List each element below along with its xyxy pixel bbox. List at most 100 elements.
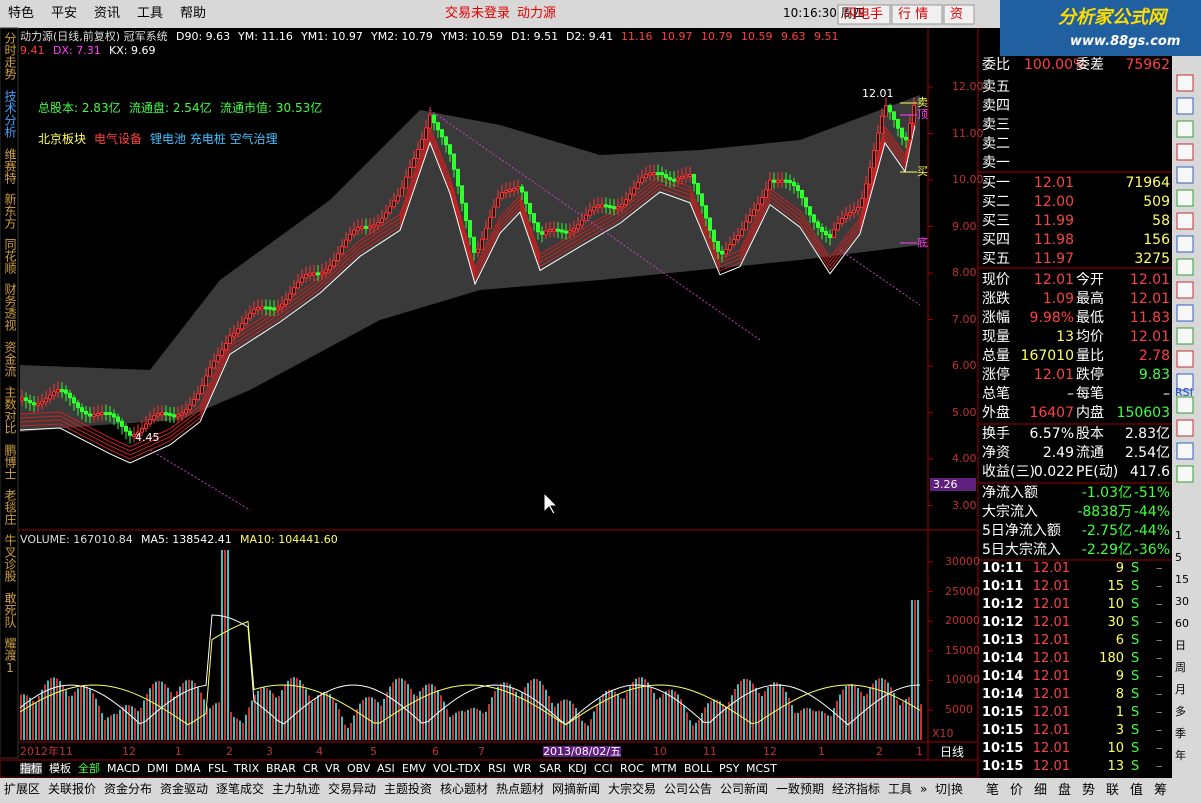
bottom-tab[interactable]: 主力轨迹 (272, 782, 321, 796)
indicator-tab[interactable]: MCST (746, 762, 777, 775)
bottom-tab[interactable]: 网摘新闻 (552, 782, 601, 796)
bottom-tab[interactable]: 核心题材 (440, 782, 489, 796)
indicator-tab[interactable]: MTM (651, 762, 677, 775)
panel-tab[interactable]: 值 (1130, 783, 1144, 798)
menu-item[interactable]: 特色 (8, 6, 35, 21)
side-tab[interactable]: 技术分析 (3, 90, 17, 138)
side-tab[interactable]: 维赛特 (3, 148, 17, 184)
candle-body (756, 203, 760, 211)
panel-tab[interactable]: 笔 (986, 783, 1000, 798)
volume-bar (356, 708, 358, 740)
indicator-tab[interactable]: BRAR (266, 762, 296, 775)
bottom-tab[interactable]: 工具 (888, 782, 913, 796)
panel-tab[interactable]: 细 (1034, 783, 1048, 798)
indicator-tab[interactable]: OBV (347, 762, 371, 775)
bottom-tab[interactable]: 大宗交易 (608, 782, 657, 796)
panel-tab[interactable]: 联 (1106, 783, 1120, 798)
side-tab[interactable]: 主数对比 (3, 386, 17, 434)
indicator-tab[interactable]: SAR (539, 762, 562, 775)
label: 10.79 (701, 30, 733, 43)
candle-body (100, 412, 104, 416)
indicator-tab[interactable]: ROC (620, 762, 644, 775)
indicator-tab[interactable]: EMV (402, 762, 426, 775)
toolbar-button[interactable]: 1 (1175, 529, 1182, 542)
indicator-tab[interactable]: 模板 (49, 762, 71, 775)
volume-bar (194, 683, 196, 740)
bottom-tab[interactable]: 资金分布 (104, 782, 153, 796)
bottom-tab[interactable]: 一致预期 (776, 782, 825, 796)
side-tab[interactable]: 敢死队 (3, 592, 17, 628)
indicator-tab[interactable]: DMI (147, 762, 169, 775)
panel-tab[interactable]: 筹 (1154, 783, 1168, 798)
label: S (1131, 633, 1140, 648)
toolbar-button[interactable]: 30 (1175, 595, 1189, 608)
side-tab[interactable]: 老毯庄 (3, 489, 17, 525)
bottom-tab[interactable]: 经济指标 (832, 782, 881, 796)
menu-item[interactable]: 帮助 (180, 6, 207, 21)
side-tab[interactable]: 耀渡1 (3, 637, 17, 675)
bottom-tab[interactable]: 逐笔成交 (216, 782, 265, 796)
indicator-tab[interactable]: PSY (719, 762, 740, 775)
toolbar-button[interactable]: 15 (1175, 573, 1189, 586)
bottom-tab[interactable]: 热点题材 (496, 782, 545, 796)
side-tab[interactable]: 资金流 (3, 341, 17, 377)
bottom-tab[interactable]: 扩展区 (4, 782, 41, 796)
label: 卖二 (982, 136, 1010, 152)
bottom-tab[interactable]: 公司新闻 (720, 782, 769, 796)
menu-item[interactable]: 工具 (137, 6, 164, 21)
toolbar-button[interactable]: RSI (1175, 386, 1193, 399)
volume-bar (605, 691, 607, 740)
indicator-tab[interactable]: VR (325, 762, 341, 775)
bottom-tab[interactable]: 主题投资 (384, 782, 433, 796)
candle-body (116, 416, 120, 422)
indicator-tab[interactable]: CR (303, 762, 319, 775)
candle-body (408, 166, 412, 178)
indicator-tab[interactable]: VOL-TDX (433, 762, 481, 775)
candle-body (372, 224, 376, 228)
indicator-tab[interactable]: TRIX (234, 762, 260, 775)
candle-body (164, 412, 168, 416)
bottom-tab[interactable]: 切|换 (935, 782, 964, 796)
side-tab[interactable]: 新东方 (3, 193, 17, 229)
side-tab[interactable]: 财务透视 (3, 283, 17, 331)
menu-item[interactable]: 资讯 (94, 6, 121, 21)
bottom-tab[interactable]: 交易异动 (328, 782, 377, 796)
label: 外盘 (982, 405, 1010, 421)
indicator-tab[interactable]: 指标 (20, 762, 42, 775)
top-button[interactable]: 资 (950, 7, 964, 22)
indicator-tab[interactable]: 全部 (78, 762, 100, 775)
top-button[interactable]: 行 情 (898, 7, 929, 22)
toolbar-button[interactable]: 多 (1175, 705, 1186, 718)
indicator-tab[interactable]: DMA (175, 762, 201, 775)
indicator-tab[interactable]: FSL (208, 762, 228, 775)
indicator-tab[interactable]: RSI (488, 762, 506, 775)
side-tab[interactable]: 鹏博士 (3, 444, 17, 480)
indicator-tab[interactable]: CCI (594, 762, 613, 775)
panel-tab[interactable]: 价 (1010, 783, 1024, 798)
panel-tab[interactable]: 势 (1082, 783, 1096, 798)
indicator-tab[interactable]: KDJ (568, 762, 587, 775)
bottom-tab[interactable]: 关联报价 (48, 782, 97, 796)
side-tab[interactable]: 同花顺 (3, 238, 17, 274)
side-tab[interactable]: 牛叉诊股 (3, 534, 17, 582)
bottom-tab[interactable]: » (920, 782, 928, 796)
toolbar-button[interactable]: 周 (1175, 661, 1186, 674)
toolbar-button[interactable]: 5 (1175, 551, 1182, 564)
top-button[interactable]: 闪电手 (844, 7, 884, 22)
candle-body (796, 185, 800, 191)
toolbar-button[interactable]: 年 (1175, 749, 1186, 762)
panel-tab[interactable]: 盘 (1058, 783, 1072, 798)
toolbar-button[interactable]: 季 (1175, 727, 1186, 740)
menu-item[interactable]: 平安 (51, 6, 78, 21)
indicator-tab[interactable]: WR (513, 762, 532, 775)
side-tab[interactable]: 分时走势 (3, 32, 17, 80)
indicator-tab[interactable]: ASI (377, 762, 395, 775)
label: 11.16 (621, 30, 653, 43)
bottom-tab[interactable]: 公司公告 (664, 782, 713, 796)
toolbar-button[interactable]: 60 (1175, 617, 1189, 630)
indicator-tab[interactable]: BOLL (684, 762, 713, 775)
bottom-tab[interactable]: 资金驱动 (160, 782, 209, 796)
toolbar-button[interactable]: 月 (1175, 683, 1186, 696)
toolbar-button[interactable]: 日 (1175, 639, 1186, 652)
indicator-tab[interactable]: MACD (107, 762, 140, 775)
